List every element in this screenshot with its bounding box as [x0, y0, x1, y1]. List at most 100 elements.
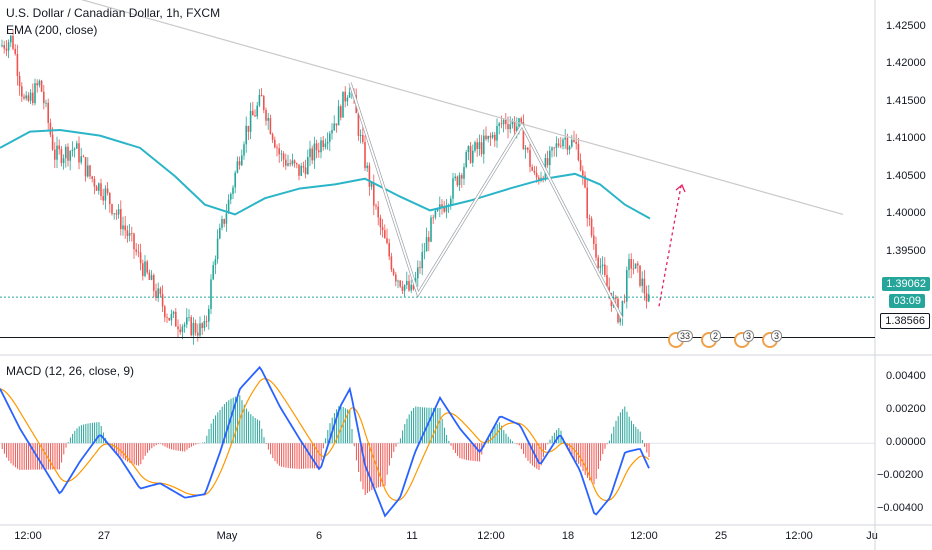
- candle-body: [599, 266, 602, 268]
- us-flag-event-icon[interactable]: 3: [762, 330, 786, 348]
- price-tick: 1.41500: [886, 95, 926, 107]
- ema-legend[interactable]: EMA (200, close): [6, 23, 98, 37]
- candle-body: [95, 186, 98, 191]
- candle-body: [608, 286, 610, 293]
- price-tick: 1.40500: [886, 170, 926, 182]
- candle-body: [27, 95, 30, 101]
- candle-body: [100, 183, 102, 197]
- forecast-arrowhead: [675, 183, 686, 193]
- candle-body: [238, 161, 241, 166]
- candle-body: [124, 225, 126, 231]
- candle-body: [359, 135, 362, 136]
- candle-body: [553, 147, 555, 149]
- candle-body: [89, 165, 91, 177]
- candle-body: [362, 135, 364, 142]
- candle-body: [93, 178, 96, 187]
- candle-body: [606, 274, 608, 287]
- candle-body: [40, 80, 43, 92]
- candle-body: [267, 118, 269, 121]
- candle-body: [205, 321, 208, 322]
- macd-legend[interactable]: MACD (12, 26, close, 9): [6, 364, 135, 378]
- candle-body: [161, 294, 164, 307]
- candle-body: [274, 139, 276, 148]
- ca-flag-event-icon[interactable]: 2: [701, 330, 725, 348]
- candle-body: [491, 134, 494, 138]
- candle-body: [153, 275, 155, 291]
- candle-body: [223, 219, 225, 224]
- candle-body: [186, 317, 188, 325]
- candle-body: [566, 137, 569, 150]
- macd-tick: −0.00200: [877, 469, 924, 481]
- candle-body: [188, 317, 190, 318]
- candle-body: [507, 124, 509, 130]
- macd-tick: 0.00000: [886, 436, 926, 448]
- candle-body: [221, 219, 223, 228]
- candle-body: [80, 156, 82, 163]
- candle-body: [480, 142, 483, 155]
- candle-body: [113, 213, 115, 215]
- forecast-arrow: [658, 185, 682, 307]
- candle-body: [588, 218, 591, 220]
- candle-body: [263, 96, 265, 110]
- candle-body: [159, 288, 162, 295]
- candle-body: [234, 172, 236, 188]
- candle-body: [586, 187, 588, 219]
- candle-body: [91, 176, 93, 179]
- chart-title: U.S. Dollar / Canadian Dollar, 1h, FXCM: [6, 6, 221, 20]
- us-flag-event-icon[interactable]: 3: [734, 330, 758, 348]
- candle-body: [14, 48, 16, 54]
- candle-body: [47, 102, 49, 123]
- candle-body: [43, 91, 45, 104]
- candle-body: [436, 209, 439, 211]
- candle-body: [194, 322, 197, 333]
- candle-body: [51, 134, 54, 150]
- candle-body: [593, 235, 595, 244]
- candle-body: [199, 323, 201, 336]
- candle-body: [155, 290, 157, 299]
- candle-body: [469, 146, 472, 163]
- candle-body: [313, 143, 316, 161]
- event-count: 3: [771, 330, 783, 342]
- candle-body: [104, 188, 107, 201]
- candle-body: [483, 135, 485, 155]
- candle-body: [604, 264, 606, 275]
- candle-body: [192, 322, 195, 336]
- candle-body: [489, 135, 492, 138]
- candle-body: [144, 261, 146, 276]
- candle-body: [256, 105, 258, 117]
- candle-body: [291, 160, 294, 165]
- candle-body: [648, 294, 650, 302]
- candle-body: [377, 206, 379, 218]
- candle-body: [175, 311, 177, 327]
- candle-body: [472, 150, 474, 163]
- candle-body: [54, 149, 56, 160]
- candle-body: [601, 264, 604, 267]
- candle-body: [546, 157, 549, 166]
- candle-body: [131, 232, 133, 234]
- candle-body: [179, 329, 181, 333]
- candle-body: [265, 109, 267, 121]
- resistance-trendline: [80, 0, 844, 216]
- candle-body: [619, 317, 621, 323]
- candle-body: [516, 126, 518, 132]
- candle-body: [183, 324, 186, 327]
- candle-body: [531, 167, 533, 171]
- candle-body: [329, 133, 331, 142]
- candle-body: [269, 118, 272, 134]
- candle-body: [366, 165, 368, 169]
- candle-body: [302, 165, 305, 168]
- candle-body: [115, 213, 118, 215]
- candle-body: [280, 153, 283, 155]
- candle-body: [621, 300, 624, 318]
- candle-body: [25, 95, 27, 99]
- candle-body: [164, 306, 166, 318]
- candle-body: [78, 143, 80, 163]
- candle-body: [368, 165, 371, 187]
- candle-body: [69, 150, 71, 161]
- us-flag-event-icon[interactable]: 33: [668, 330, 694, 348]
- candle-body: [333, 123, 335, 131]
- candle-body: [562, 139, 564, 147]
- candle-body: [410, 284, 412, 291]
- candle-body: [390, 256, 393, 270]
